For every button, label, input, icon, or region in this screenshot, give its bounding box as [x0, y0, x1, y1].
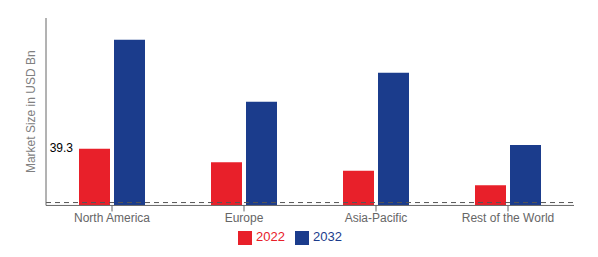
svg-text:Europe: Europe	[225, 211, 264, 225]
svg-text:39.3: 39.3	[50, 141, 74, 155]
svg-text:North America: North America	[74, 211, 150, 225]
html-text:2032: 2032	[313, 229, 342, 245]
svg-text:Asia-Pacific: Asia-Pacific	[345, 211, 408, 225]
html-text:2022: 2022	[256, 229, 285, 245]
svg-text:Rest of the World: Rest of the World	[462, 211, 554, 225]
svg-text:Market Size in USD Bn: Market Size in USD Bn	[24, 50, 38, 173]
